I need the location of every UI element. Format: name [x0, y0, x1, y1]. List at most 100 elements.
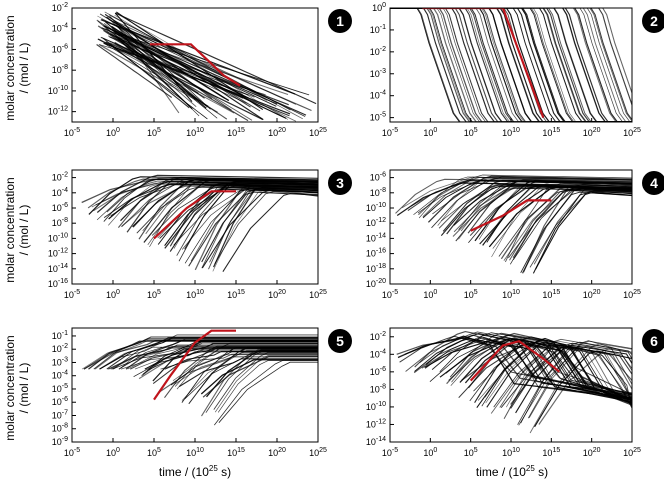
y-tick-label: 10-5 [370, 112, 386, 123]
curve [458, 343, 632, 406]
curve [523, 187, 632, 273]
curve [534, 350, 632, 428]
curve [218, 361, 318, 423]
panels: 10-5 100 105 1010 1015 1020 102510-1210-1010-8… [48, 2, 664, 458]
curve [114, 33, 208, 108]
x-tick-label: 1020 [268, 127, 286, 138]
curve [98, 43, 218, 113]
curve [176, 181, 318, 256]
curve [114, 12, 317, 105]
curve [114, 30, 232, 111]
x-tick-label: 100 [106, 289, 120, 300]
panel-3: 10-5 100 105 1010 1015 1020 1025 10-16 10-14 10-1… [48, 169, 352, 300]
curve [96, 174, 318, 213]
curve [93, 336, 318, 370]
y-tick-label: 10-4 [52, 370, 68, 381]
y-tick-label: 10-9 [52, 436, 68, 447]
y-tick-label: 10-10 [48, 85, 68, 96]
curve [202, 355, 318, 398]
x-tick-label: 10-5 [64, 447, 80, 458]
curve [109, 44, 208, 120]
curve [529, 190, 632, 268]
y-tick-label: 10-2 [370, 331, 386, 342]
panel-2: 10-5 100 105 1010 1015 1020 1025 10-5 10-4 10-3 10… [370, 2, 664, 138]
y-tick-label: 10-8 [52, 423, 68, 434]
panel-6: 10-5 100 105 1010 1015 1020 1025 10-14 10-12 10-1… [366, 327, 664, 458]
x-tick-label: 1010 [502, 447, 520, 458]
curve [184, 353, 318, 399]
x-tick-label: 105 [147, 447, 161, 458]
x-tick-label: 1015 [542, 127, 560, 138]
x-tick-label: 105 [147, 289, 161, 300]
curve [99, 44, 266, 96]
curve [529, 343, 632, 434]
x-tick-label: 1015 [227, 289, 245, 300]
curves-6 [396, 331, 632, 434]
curve [103, 42, 291, 115]
curve [427, 175, 632, 223]
x-tick-label: 100 [423, 289, 437, 300]
curve [481, 340, 632, 407]
curve [96, 44, 173, 98]
curve [390, 8, 632, 122]
curve [115, 36, 289, 95]
curves-5 [81, 329, 318, 426]
x-tick-label: 10-5 [382, 127, 398, 138]
y-tick-label: 10-1 [52, 330, 68, 341]
x-tick-label: 10-5 [64, 127, 80, 138]
curve [390, 8, 632, 122]
ylabel-row2-line2: / (mol / L) [17, 205, 31, 256]
curve [205, 350, 318, 413]
curve [178, 182, 318, 262]
y-tick-label: 10-8 [370, 187, 386, 198]
curve [106, 30, 253, 121]
panel-number: 1 [336, 13, 344, 29]
ylabel-row2-line1: molar concentration [3, 177, 17, 282]
y-tick-label: 10-2 [370, 46, 386, 57]
x-tick-label: 1010 [502, 127, 520, 138]
x-tick-label: 1020 [268, 289, 286, 300]
curve [174, 344, 318, 387]
y-tick-label: 10-16 [48, 278, 68, 289]
y-tick-label: 10-8 [52, 64, 68, 75]
ylabel-row1-line2: / (mol / L) [17, 43, 31, 94]
curve [194, 187, 318, 271]
curve [390, 8, 632, 122]
curve [390, 8, 632, 122]
curve [513, 183, 632, 260]
x-tick-label: 105 [464, 127, 478, 138]
curve [206, 349, 318, 398]
y-tick-label: 10-4 [52, 187, 68, 198]
y-tick-label: 10-4 [52, 23, 68, 34]
x-tick-label: 1010 [186, 127, 204, 138]
curve [390, 8, 632, 122]
curve [197, 346, 318, 393]
curves-4 [395, 174, 632, 274]
x-tick-label: 100 [106, 127, 120, 138]
curve [503, 344, 632, 420]
ylabel-row3-line1: molar concentration [3, 335, 17, 440]
curves-1 [96, 11, 317, 122]
panel-badge: 5 [328, 329, 352, 353]
curve [474, 179, 632, 242]
highlight-curve [469, 340, 561, 382]
y-tick-label: 10-12 [366, 217, 386, 228]
y-tick-label: 10-14 [366, 232, 386, 243]
curve [190, 185, 318, 262]
y-tick-label: 10-10 [48, 232, 68, 243]
curve [512, 188, 632, 259]
curve [538, 347, 632, 425]
curve [108, 35, 218, 99]
curve [104, 43, 209, 107]
curve [209, 186, 318, 263]
curve [214, 191, 318, 265]
curve [390, 8, 632, 122]
curve [390, 8, 632, 122]
curve [533, 186, 632, 265]
y-tick-label: 10-1 [370, 24, 386, 35]
y-tick-label: 10-20 [366, 278, 386, 289]
curve [217, 360, 318, 413]
curve [169, 183, 318, 247]
y-tick-label: 10-12 [366, 418, 386, 429]
curve [510, 346, 632, 409]
